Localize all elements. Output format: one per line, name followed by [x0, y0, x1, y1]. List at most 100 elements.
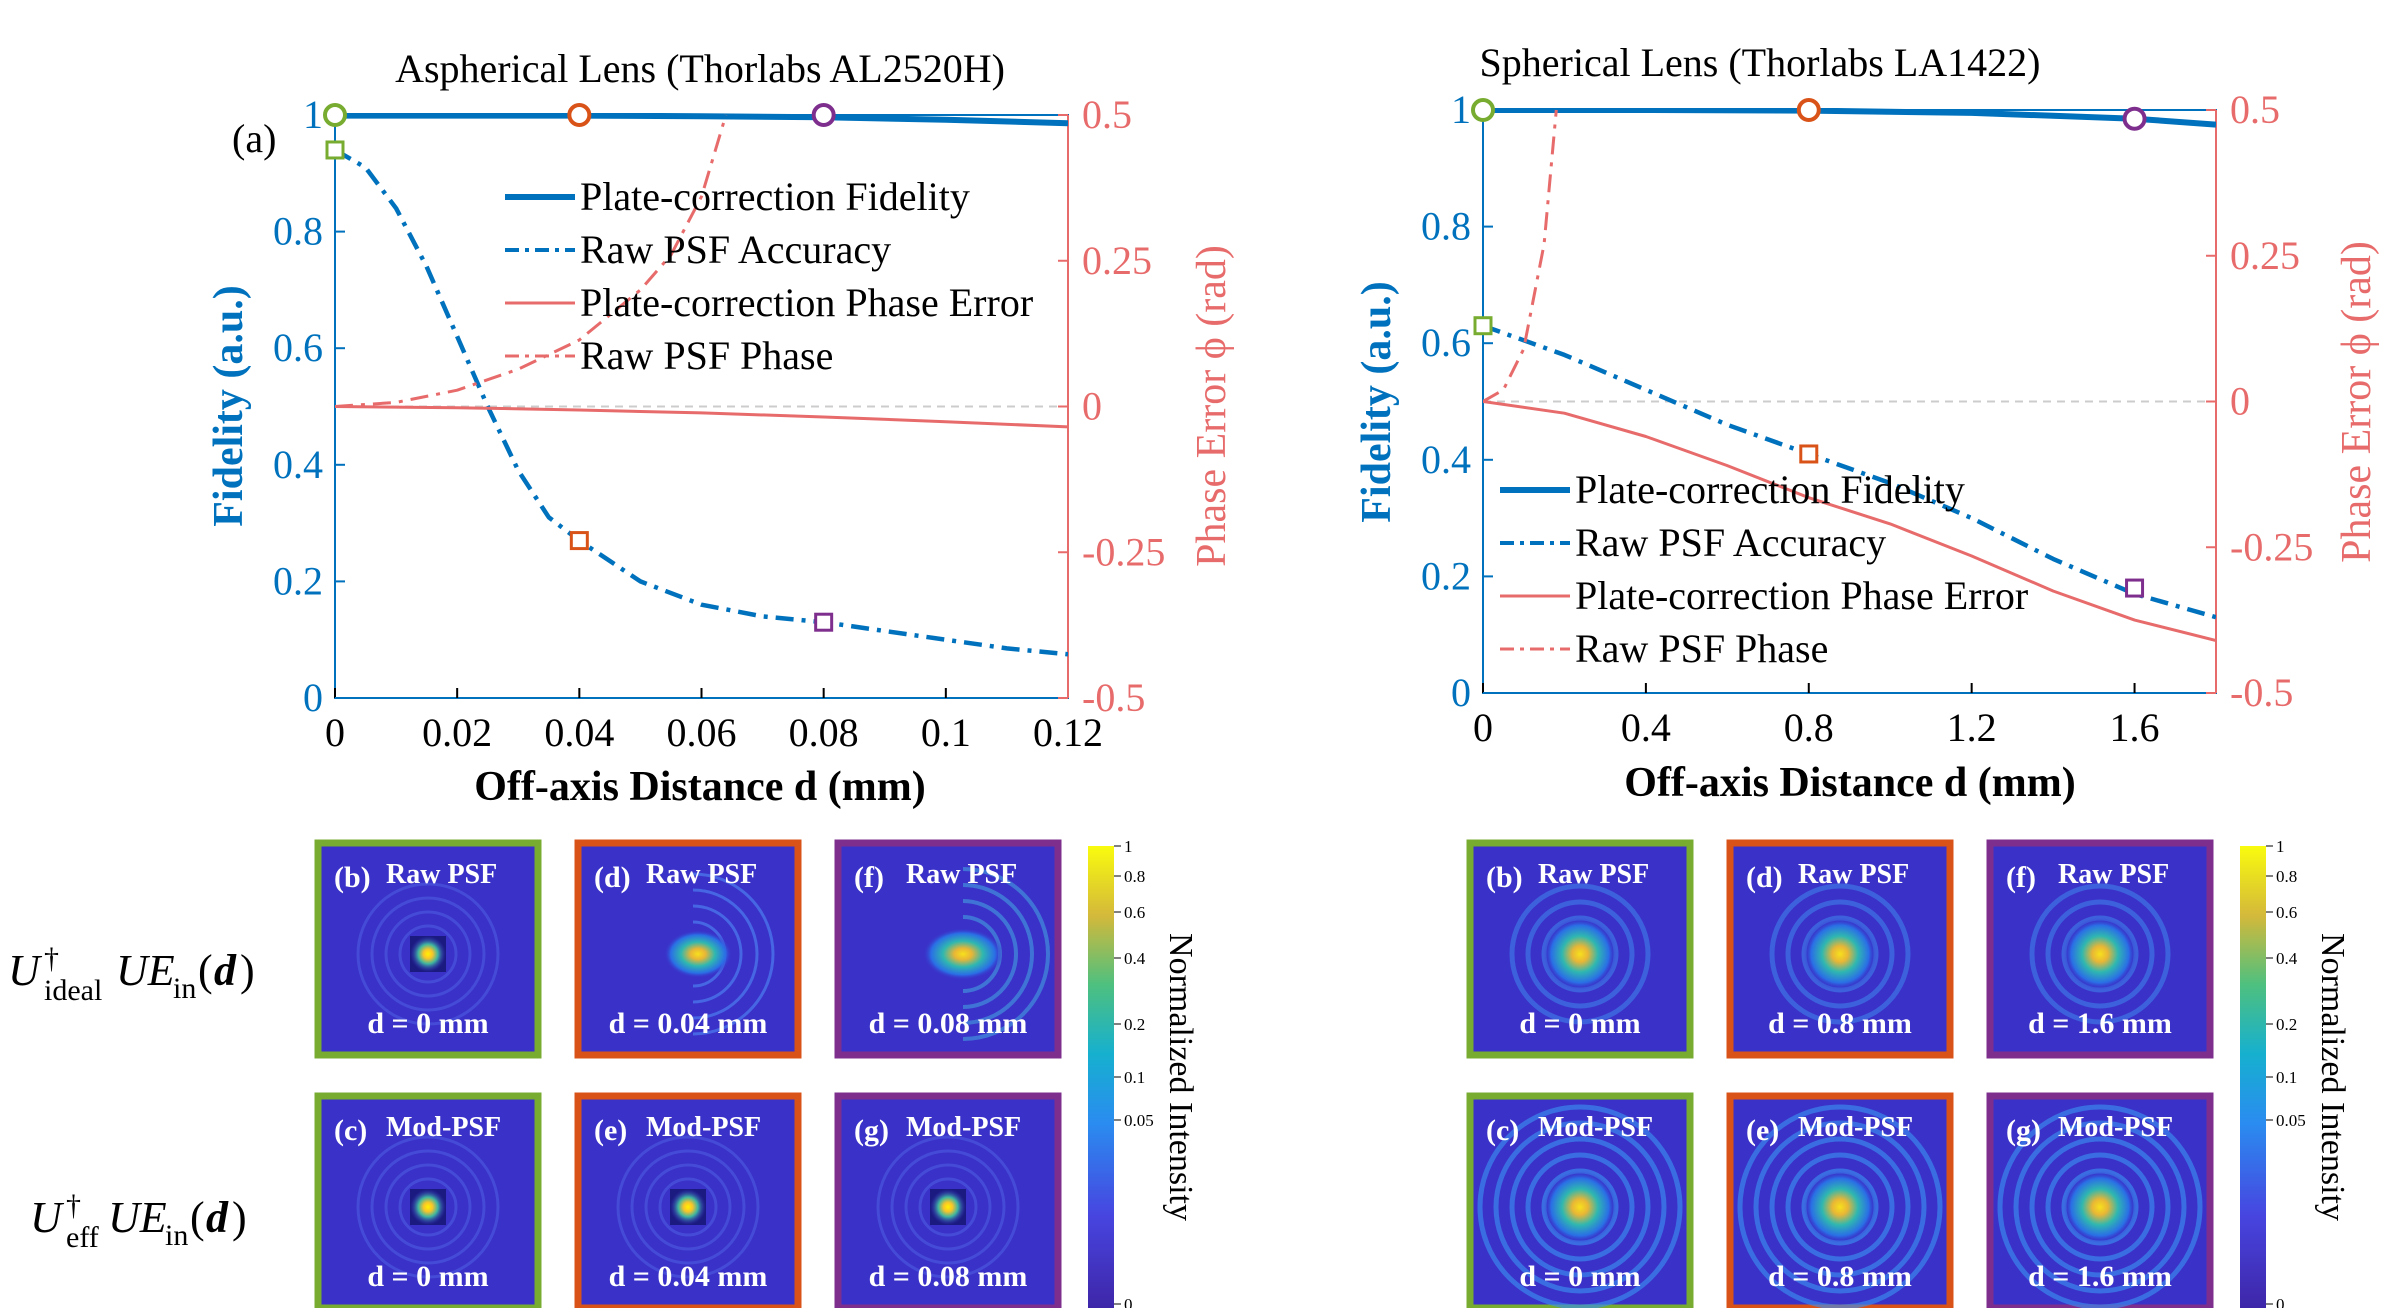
colorbar-tick-label: 0.1 [1124, 1068, 1145, 1087]
tile-spot [1544, 1171, 1616, 1243]
marker-square-orange [1799, 444, 1819, 464]
legend-fidelity: Plate-correction Fidelity [580, 174, 970, 219]
tile-spot [410, 1189, 446, 1225]
chart-title: Aspherical Lens (Thorlabs AL2520H) [395, 46, 1005, 91]
tile-title: Mod-PSF [1538, 1112, 1653, 1143]
psf-tile-f: (f) Raw PSF d = 1.6 mm [1986, 839, 2214, 1059]
tile-ring [398, 924, 458, 984]
tile-panel-label: (f) [854, 861, 884, 894]
x-axis-label: Off-axis Distance d (mm) [474, 764, 925, 810]
tile-spot [1804, 1171, 1876, 1243]
legend: Plate-correction Fidelity Raw PSF Accura… [505, 174, 1033, 378]
colorbar-label: Normalized Intensity [2314, 933, 2351, 1221]
svg-text:UE: UE [108, 1193, 167, 1242]
colorbar-tick-label: 0.4 [1124, 949, 1146, 968]
marker-circle-orange [567, 103, 592, 127]
x-tick-label: 0.8 [1784, 705, 1834, 750]
colorbar-tick-label: 0.4 [2276, 949, 2298, 968]
colorbar-tick-label: 0 [1124, 1295, 1133, 1308]
tile-ring [384, 910, 472, 998]
y2-tick-label: 0.5 [1082, 92, 1132, 137]
tile-ring [1525, 899, 1635, 1009]
psf-tile-e: (e) Mod-PSF d = 0.04 mm [574, 1092, 802, 1308]
chart-spherical: Spherical Lens (Thorlabs LA1422) 0 0.4 0.8… [1354, 40, 2380, 806]
y-tick-label: 0.4 [273, 442, 323, 487]
tile-panel-label: (b) [334, 861, 371, 894]
tile-ring [1509, 1136, 1651, 1278]
y-axis-label: Fidelity (a.u.) [1354, 281, 1400, 522]
axes-group: 0 0.02 0.04 0.06 0.08 0.1 0.12 0 0.2 0.4 0.6 0.8 1 -0… [273, 92, 1165, 755]
tile-title: Mod-PSF [906, 1112, 1021, 1143]
tile-panel-label: (d) [594, 861, 631, 894]
tile-spot [2064, 1171, 2136, 1243]
y-tick-label: 0.2 [1421, 553, 1471, 598]
svg-text:d: d [206, 1193, 229, 1242]
tile-title: Mod-PSF [1798, 1112, 1913, 1143]
series-raw-psf-accuracy [335, 148, 1068, 657]
y2-tick-label: 0.5 [2230, 87, 2280, 132]
tile-ring [1769, 1136, 1911, 1278]
svg-text:): ) [240, 946, 255, 995]
svg-text:U: U [30, 1193, 65, 1242]
tile-spot [664, 930, 732, 978]
series-raw-psf-accuracy [1483, 323, 2216, 620]
x-tick-label: 0.12 [1033, 710, 1103, 755]
colorbar-label: Normalized Intensity [1162, 933, 1199, 1221]
tile-frame [574, 1092, 802, 1308]
svg-text:in: in [165, 1219, 188, 1252]
psf-tile-f: (f) Raw PSF d = 0.08 mm [834, 839, 1062, 1059]
legend-raw-phase: Raw PSF Phase [580, 333, 833, 378]
y2-tick-label: -0.25 [2230, 524, 2313, 569]
tile-spot [1804, 918, 1876, 990]
tile-title: Raw PSF [646, 859, 757, 890]
axes-group: 0 0.4 0.8 1.2 1.6 0 0.2 0.4 0.6 0.8 1 -0.5 -0.25 0 0.2… [1421, 87, 2313, 750]
series-plate-correction-fidelity [1483, 108, 2216, 128]
tile-ring [904, 1163, 992, 1251]
tile-ring [1997, 1104, 2203, 1308]
tile-distance: d = 0 mm [1519, 1007, 1640, 1040]
tile-ring [658, 1177, 718, 1237]
legend-phase-error: Plate-correction Phase Error [580, 280, 1033, 325]
tile-ring [1769, 883, 1911, 1025]
psf-tile-c: (c) Mod-PSF d = 0 mm [1466, 1092, 1694, 1308]
marker-circle-green [1471, 98, 1495, 122]
tile-spot [930, 1189, 966, 1225]
x-tick-label: 0.08 [789, 710, 859, 755]
tile-arc [962, 867, 1050, 1041]
row-label-eff: U † eff UE in ( d ) [30, 1189, 247, 1254]
svg-text:†: † [44, 942, 59, 975]
series-plate-correction-fidelity [335, 113, 1068, 127]
marker-square-orange [569, 531, 589, 551]
y-axis-label: Fidelity (a.u.) [206, 285, 252, 526]
tile-spot [923, 928, 1003, 980]
tile-panel-label: (g) [854, 1114, 889, 1147]
svg-text:(: ( [198, 946, 213, 995]
tile-ring [370, 896, 486, 1012]
y2-tick-label: 0.25 [2230, 233, 2300, 278]
tile-panel-label: (c) [1486, 1114, 1519, 1147]
tile-distance: d = 0 mm [367, 1007, 488, 1040]
colorbar-gradient [2240, 846, 2266, 1308]
tile-ring [876, 1135, 1020, 1279]
marker-square-green [325, 140, 345, 160]
series-plate-correction-phase-error [1483, 400, 2216, 642]
row-label-ideal: U † ideal UE in ( d ) [8, 942, 255, 1007]
tile-ring [1493, 1120, 1667, 1294]
colorbar-tick-label: 0.8 [1124, 867, 1145, 886]
marker-square-purple [814, 612, 834, 632]
tile-ring [2029, 883, 2171, 1025]
tile-arc [962, 883, 1034, 1025]
x-tick-label: 1.6 [2110, 705, 2160, 750]
legend-phase-error: Plate-correction Phase Error [1575, 573, 2028, 618]
tile-panel-label: (g) [2006, 1114, 2041, 1147]
y-tick-label: 1 [1451, 87, 1471, 132]
colorbar-right: Normalized Intensity 1 0.8 0.6 0.4 0.2 0.1 0.0… [2240, 837, 2351, 1308]
tile-ring [370, 1149, 486, 1265]
svg-text:(: ( [190, 1193, 205, 1242]
svg-text:UE: UE [116, 946, 175, 995]
y-tick-label: 0.2 [273, 558, 323, 603]
tile-title: Mod-PSF [2058, 1112, 2173, 1143]
y2-axis-label: Phase Error ϕ (rad) [1189, 245, 1235, 567]
y-tick-label: 0.8 [1421, 204, 1471, 249]
